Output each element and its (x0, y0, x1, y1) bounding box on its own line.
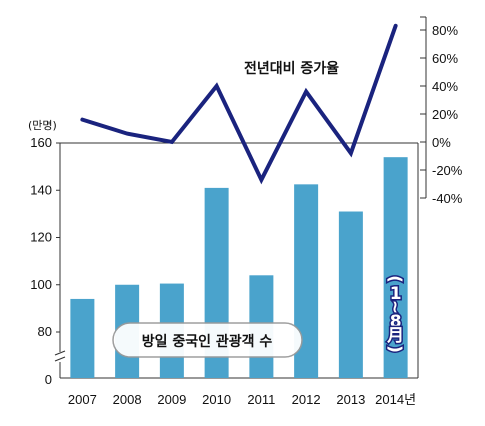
bar (383, 157, 408, 378)
x-axis: 2007 2008 2009 2010 2011 2012 2013 2014년 (68, 392, 416, 407)
line-point (81, 119, 83, 121)
x-tick-label: 2014년 (375, 392, 416, 407)
growth-line (80, 23, 398, 185)
left-tick-label: 140 (30, 182, 52, 197)
x-tick-label: 2009 (157, 392, 186, 407)
annotation-char: ~ (385, 300, 405, 314)
right-tick-label: 0% (432, 135, 451, 150)
right-tick-label: -20% (432, 163, 463, 178)
line-point (260, 179, 262, 181)
annotation-char-group: 1 (388, 283, 403, 306)
annotation-char-group: 8 (388, 311, 403, 334)
annotation-char: 8 (390, 312, 402, 332)
axis-break-marker (54, 350, 66, 362)
left-axis: 0 80 100 120 140 160 (30, 135, 60, 387)
line-series (80, 23, 398, 185)
right-tick-label: 80% (432, 23, 458, 38)
x-tick-label: 2013 (336, 392, 365, 407)
last-bar-annotation: (1~8月) (383, 274, 406, 355)
left-tick-label: 120 (30, 230, 52, 245)
bar-series-label-box: 방일 중국인 관광객 수 (112, 322, 303, 358)
line-point (126, 133, 128, 135)
line-series-label: 전년대비 증가율 (244, 60, 339, 77)
line-point (305, 91, 307, 93)
left-tick-label: 80 (38, 324, 52, 339)
x-tick-label: 2007 (68, 392, 97, 407)
annotation-char: ( (385, 275, 405, 283)
left-tick-label: 0 (45, 372, 52, 387)
x-tick-label: 2010 (202, 392, 231, 407)
right-tick-label: 20% (432, 107, 458, 122)
right-tick-label: 40% (432, 79, 458, 94)
left-axis-unit: (만명) (28, 119, 57, 132)
right-tick-label: 60% (432, 51, 458, 66)
right-axis: 80% 60% 40% 20% 0% -20% -40% (420, 16, 463, 206)
annotation-char-group: ~ (383, 298, 406, 315)
x-tick-label: 2008 (113, 392, 142, 407)
left-tick-label: 100 (30, 277, 52, 292)
bar (338, 211, 363, 378)
annotation-char-group: ) (383, 344, 406, 355)
bar (70, 298, 95, 378)
annotation-char: 月 (386, 326, 404, 346)
x-tick-label: 2011 (247, 392, 275, 407)
annotation-char: ) (385, 345, 405, 353)
bar-series-label: 방일 중국인 관광객 수 (142, 333, 273, 350)
annotation-char-group: ( (383, 274, 406, 285)
line-point (216, 85, 218, 87)
right-tick-label: -40% (432, 191, 463, 206)
line-point (395, 25, 397, 27)
left-tick-label: 160 (30, 135, 52, 150)
line-point (171, 141, 173, 143)
line-point (350, 152, 352, 154)
annotation-char: 1 (390, 284, 402, 304)
x-tick-label: 2012 (292, 392, 321, 407)
annotation-char-group: 月 (385, 325, 406, 348)
